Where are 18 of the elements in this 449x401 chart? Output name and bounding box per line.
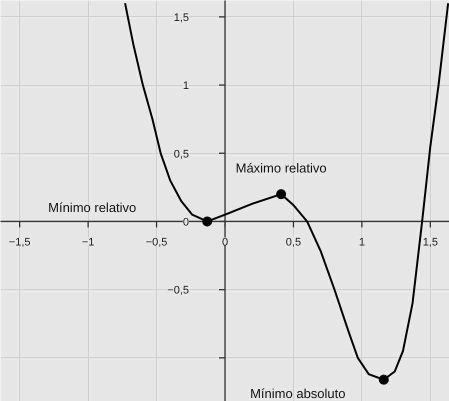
annotation: Mínimo absoluto <box>250 386 346 401</box>
y-tick-label: 0,5 <box>174 148 190 160</box>
y-tick-label: 1 <box>182 80 190 92</box>
x-tick-label: 0,5 <box>286 236 302 248</box>
y-tick-label: 0 <box>182 216 190 228</box>
x-tick-label: −0,5 <box>146 236 168 248</box>
y-tick-label: 1,5 <box>174 12 190 24</box>
y-tick-label: −0,5 <box>167 284 190 297</box>
x-tick-label: −1 <box>82 236 94 248</box>
point <box>202 216 212 226</box>
x-tick-label: 1 <box>358 236 365 248</box>
point <box>276 189 286 200</box>
annotation: Máximo relativo <box>236 160 327 176</box>
annotation: Mínimo relativo <box>48 200 136 215</box>
x-tick-label: 0 <box>222 236 228 248</box>
point <box>378 374 389 385</box>
x-tick-label: 1,5 <box>422 236 438 248</box>
x-tick-label: −1,5 <box>8 236 31 248</box>
